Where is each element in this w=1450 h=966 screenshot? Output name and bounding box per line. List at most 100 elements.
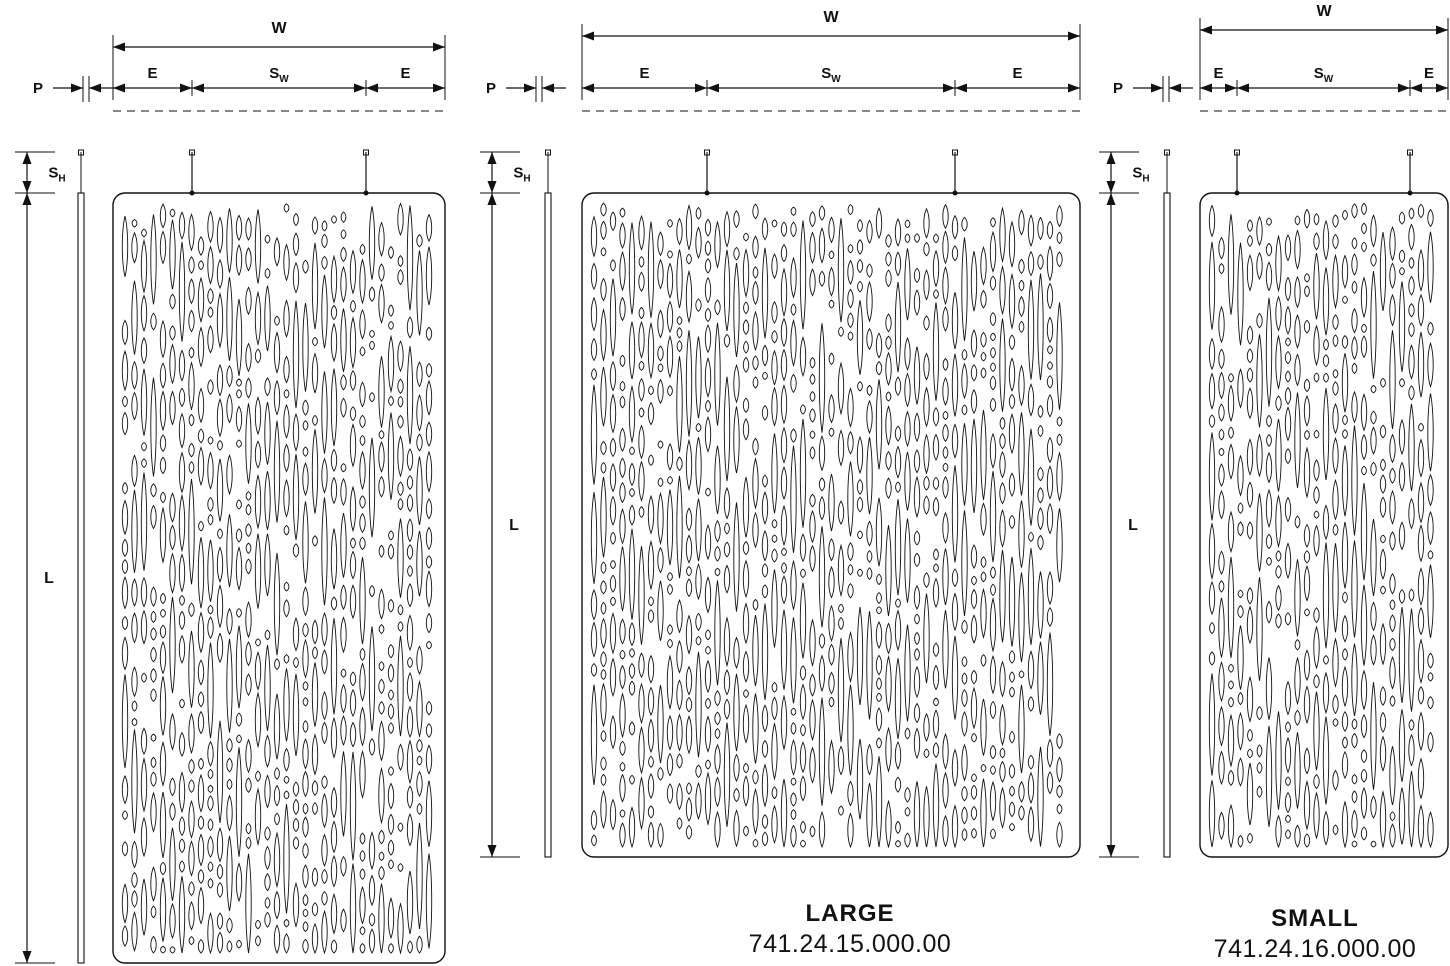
perforation [1228,426,1234,439]
perforation [790,318,797,368]
perforation [340,751,347,837]
perforation [302,501,309,584]
small-panel-name: SMALL [1271,905,1359,932]
perforation [695,437,702,495]
perforation [638,652,645,679]
perforation [1294,732,1301,809]
perforation [1398,787,1406,845]
perforation [359,243,366,255]
perforation [733,364,740,404]
perforation [723,249,731,332]
perforation [245,523,252,538]
perforation [885,269,892,288]
perforation [742,477,750,538]
perforation [685,269,693,324]
perforation [330,528,338,590]
perforation [970,363,978,382]
perforation [961,743,968,782]
perforation [425,744,433,775]
perforation [591,368,597,381]
perforation [942,203,949,230]
perforation [1227,443,1235,480]
perforation [866,520,873,547]
perforation [264,845,271,871]
perforation [406,614,414,652]
perforation [283,599,290,618]
perforation [321,457,328,494]
perforation [1370,214,1377,248]
perforation [856,606,864,706]
perforation [235,546,243,591]
perforation [714,743,721,775]
perforation [368,437,376,538]
perforation [1056,508,1063,583]
perforation [818,270,826,287]
perforation [904,832,911,848]
perforation [207,379,214,395]
perforation [235,244,243,277]
perforation [188,900,195,931]
left-edge-left-label: E [147,65,157,82]
perforation [1227,214,1235,315]
perforation [837,637,845,743]
perforation [828,393,835,424]
perforation [809,510,816,544]
perforation [999,265,1006,316]
perforation [349,721,357,748]
perforation [904,410,911,448]
perforation [1009,730,1015,744]
perforation [1351,307,1358,334]
perforation [857,568,863,577]
perforation [388,395,394,407]
perforation [1361,241,1367,253]
perforation [989,597,997,653]
perforation [1285,776,1291,787]
perforation [999,432,1006,450]
perforation [1056,451,1063,502]
perforation [1408,608,1415,712]
perforation [1009,785,1015,797]
cable-clip [704,190,710,196]
perforation [217,528,223,540]
perforation [904,248,911,321]
perforation [942,358,949,371]
perforation [131,717,138,727]
perforation [752,457,759,510]
perforation [648,596,654,607]
perforation [1351,253,1358,276]
perforation [226,277,233,361]
perforation [216,291,224,349]
perforation [264,645,271,731]
perforation [742,248,750,298]
perforation [150,586,157,607]
perforation [245,853,252,954]
perforation [179,594,185,606]
perforation [638,424,645,460]
perforation [264,234,271,244]
perforation [397,518,404,598]
perforation [1389,599,1396,611]
perforation [359,832,366,845]
perforation [340,668,347,678]
perforation [1056,416,1063,427]
perforation [1389,746,1396,806]
perforation [999,318,1006,412]
perforation [942,511,949,545]
perforation [1342,591,1348,604]
perforation [990,828,996,840]
perforation [216,931,224,954]
perforation [913,584,921,610]
perforation [1370,253,1377,267]
perforation [895,481,901,493]
perforation [875,207,883,240]
perforation [847,203,854,216]
small-caption: SMALL 741.24.16.000.00 [1180,905,1450,964]
perforation [885,654,892,713]
perforation [657,258,664,290]
perforation [1408,344,1415,380]
perforation [1275,334,1282,391]
perforation [178,610,186,630]
perforation [159,741,167,787]
perforation [742,356,750,373]
